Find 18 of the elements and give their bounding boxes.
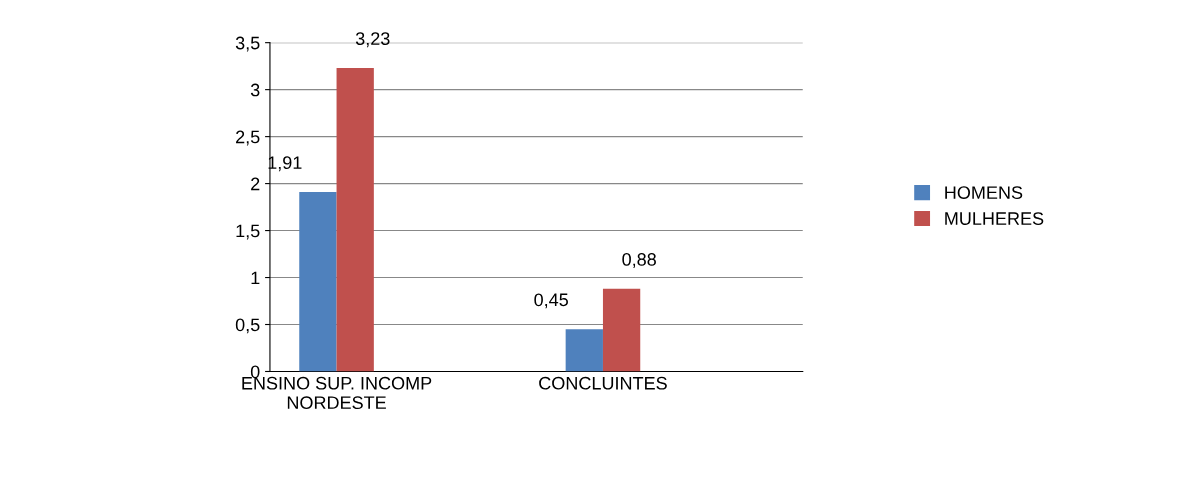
legend-label: MULHERES (945, 212, 1044, 225)
data-label: 0,88 (622, 253, 656, 268)
data-label: 0,45 (534, 293, 568, 309)
y-tick-label: 2,5 (236, 130, 260, 146)
bar (602, 288, 641, 372)
y-tick-label: 0,5 (235, 318, 260, 334)
x-tick-label: ENSINO SUP. INCOMP NORDESTE (242, 376, 432, 410)
y-tick-label: 3 (250, 83, 260, 97)
bar (299, 192, 337, 372)
x-tick-label: CONCLUINTES (539, 376, 667, 390)
bar (336, 68, 374, 372)
y-tick-label: 3,5 (235, 36, 260, 52)
y-tick-label: 2 (251, 177, 260, 191)
y-tick-label: 1 (251, 271, 260, 285)
bar (565, 329, 603, 372)
y-tick-label: 1,5 (236, 224, 260, 240)
legend-label: HOMENS (945, 186, 1023, 199)
data-label: 3,23 (355, 32, 390, 48)
